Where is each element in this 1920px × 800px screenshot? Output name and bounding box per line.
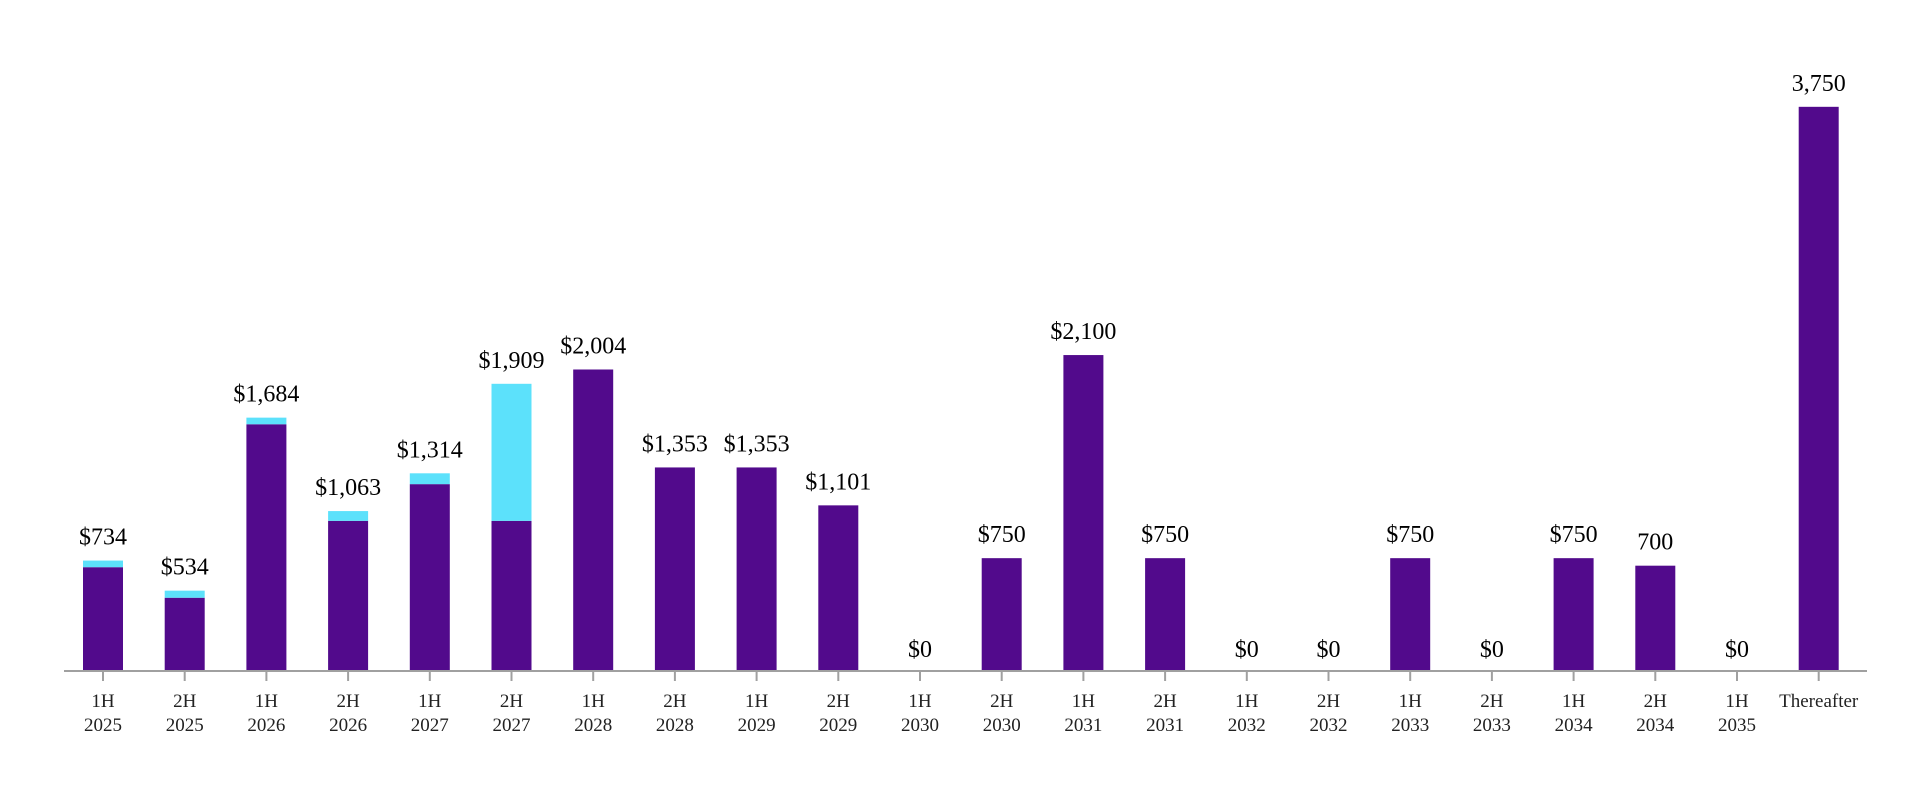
bar-segment-primary [1635, 565, 1676, 671]
data-label: $534 [161, 555, 209, 581]
x-tick-label: 2033 [1473, 715, 1511, 736]
bar-segment-primary [328, 520, 369, 671]
x-tick-label: 2H [1153, 691, 1177, 712]
bar-segment-secondary [328, 511, 369, 521]
x-tick-label: 1H [255, 691, 279, 712]
x-tick-label: 2030 [901, 715, 939, 736]
bar-segment-primary [1553, 558, 1594, 671]
x-tick-label: 2033 [1391, 715, 1429, 736]
data-label: $750 [1386, 522, 1434, 548]
data-label: $750 [1141, 522, 1189, 548]
data-label: $1,684 [233, 382, 299, 408]
x-tick-label: 2034 [1555, 715, 1594, 736]
x-tick-label: 2H [336, 691, 360, 712]
x-tick-label: 2H [1480, 691, 1504, 712]
bar-segment-secondary [164, 590, 205, 598]
x-tick-label: 2034 [1636, 715, 1675, 736]
x-tick-label: 2028 [656, 715, 694, 736]
bar-segment-primary [409, 484, 450, 671]
data-label: 3,750 [1792, 71, 1846, 97]
bar-segment-primary [246, 424, 287, 671]
bar-segment-primary [491, 520, 532, 671]
bar-segment-primary [1063, 355, 1104, 671]
x-tick-label: 2H [827, 691, 851, 712]
x-tick-label: 2H [663, 691, 687, 712]
x-tick-label: 1H [1072, 691, 1096, 712]
bar-segment-primary [1390, 558, 1431, 671]
data-label: $0 [908, 637, 932, 663]
x-tick-label: Thereafter [1779, 691, 1859, 712]
x-tick-label: 2032 [1228, 715, 1266, 736]
x-tick-label: 1H [1725, 691, 1749, 712]
data-label: $1,314 [397, 437, 463, 463]
x-tick-label: 2031 [1064, 715, 1102, 736]
x-tick-label: 1H [1562, 691, 1586, 712]
data-label: $0 [1480, 637, 1504, 663]
bar-segment-primary [818, 505, 859, 671]
bar-segment-primary [736, 467, 777, 671]
x-tick-label: 1H [1399, 691, 1423, 712]
data-label: $2,004 [560, 334, 626, 360]
data-label: $0 [1317, 637, 1341, 663]
x-tick-label: 2027 [493, 715, 531, 736]
data-label: $750 [978, 522, 1026, 548]
x-tick-label: 2H [990, 691, 1014, 712]
bar-segment-primary [654, 467, 695, 671]
data-label: $0 [1725, 637, 1749, 663]
data-label: $1,909 [479, 348, 545, 374]
data-label: $0 [1235, 637, 1259, 663]
x-tick-label: 2030 [983, 715, 1021, 736]
x-tick-label: 2029 [738, 715, 776, 736]
bar-segment-primary [83, 567, 123, 671]
bar-segment-primary [1145, 558, 1186, 671]
bars-group [83, 106, 1839, 672]
x-axis-ticks: 1H 2025 2H 2025 1H 2026 2H 2026 1H 2027 2H 2027 1H 20… [84, 671, 1859, 736]
bar-segment-primary [1798, 106, 1839, 672]
x-tick-label: 2032 [1310, 715, 1348, 736]
data-label: $1,101 [805, 469, 871, 495]
bar-segment-secondary [246, 417, 287, 425]
bar-segment-secondary [83, 560, 123, 568]
x-tick-label: 1H [745, 691, 769, 712]
x-tick-label: 2031 [1146, 715, 1184, 736]
data-label: $1,063 [315, 475, 381, 501]
x-tick-label: 1H [582, 691, 606, 712]
x-tick-label: 2026 [247, 715, 285, 736]
x-tick-label: 2H [1644, 691, 1668, 712]
bar-segment-primary [164, 597, 205, 671]
x-tick-label: 2H [173, 691, 197, 712]
bar-segment-primary [573, 369, 614, 671]
x-tick-label: 2027 [411, 715, 449, 736]
x-tick-label: 1H [418, 691, 442, 712]
bar-segment-secondary [409, 473, 450, 485]
x-tick-label: 2025 [84, 715, 122, 736]
x-tick-label: 2H [500, 691, 524, 712]
data-label: 700 [1637, 530, 1673, 556]
data-labels-group: $734 $534 $1,684 $1,063 $1,314 $1,909 $2,004 $1… [79, 71, 1846, 663]
x-tick-label: 1H [91, 691, 115, 712]
x-tick-label: 2025 [166, 715, 204, 736]
bar-segment-secondary [491, 383, 532, 521]
data-label: $1,353 [642, 431, 708, 457]
x-tick-label: 1H [1235, 691, 1259, 712]
data-label: $2,100 [1050, 319, 1116, 345]
data-label: $750 [1550, 522, 1598, 548]
x-tick-label: 2026 [329, 715, 367, 736]
data-label: $1,353 [724, 431, 790, 457]
x-tick-label: 2H [1317, 691, 1341, 712]
x-tick-label: 2029 [819, 715, 857, 736]
x-tick-label: 2035 [1718, 715, 1756, 736]
data-label: $734 [79, 525, 127, 551]
bar-segment-primary [981, 558, 1022, 671]
x-tick-label: 2028 [574, 715, 612, 736]
x-tick-label: 1H [908, 691, 932, 712]
